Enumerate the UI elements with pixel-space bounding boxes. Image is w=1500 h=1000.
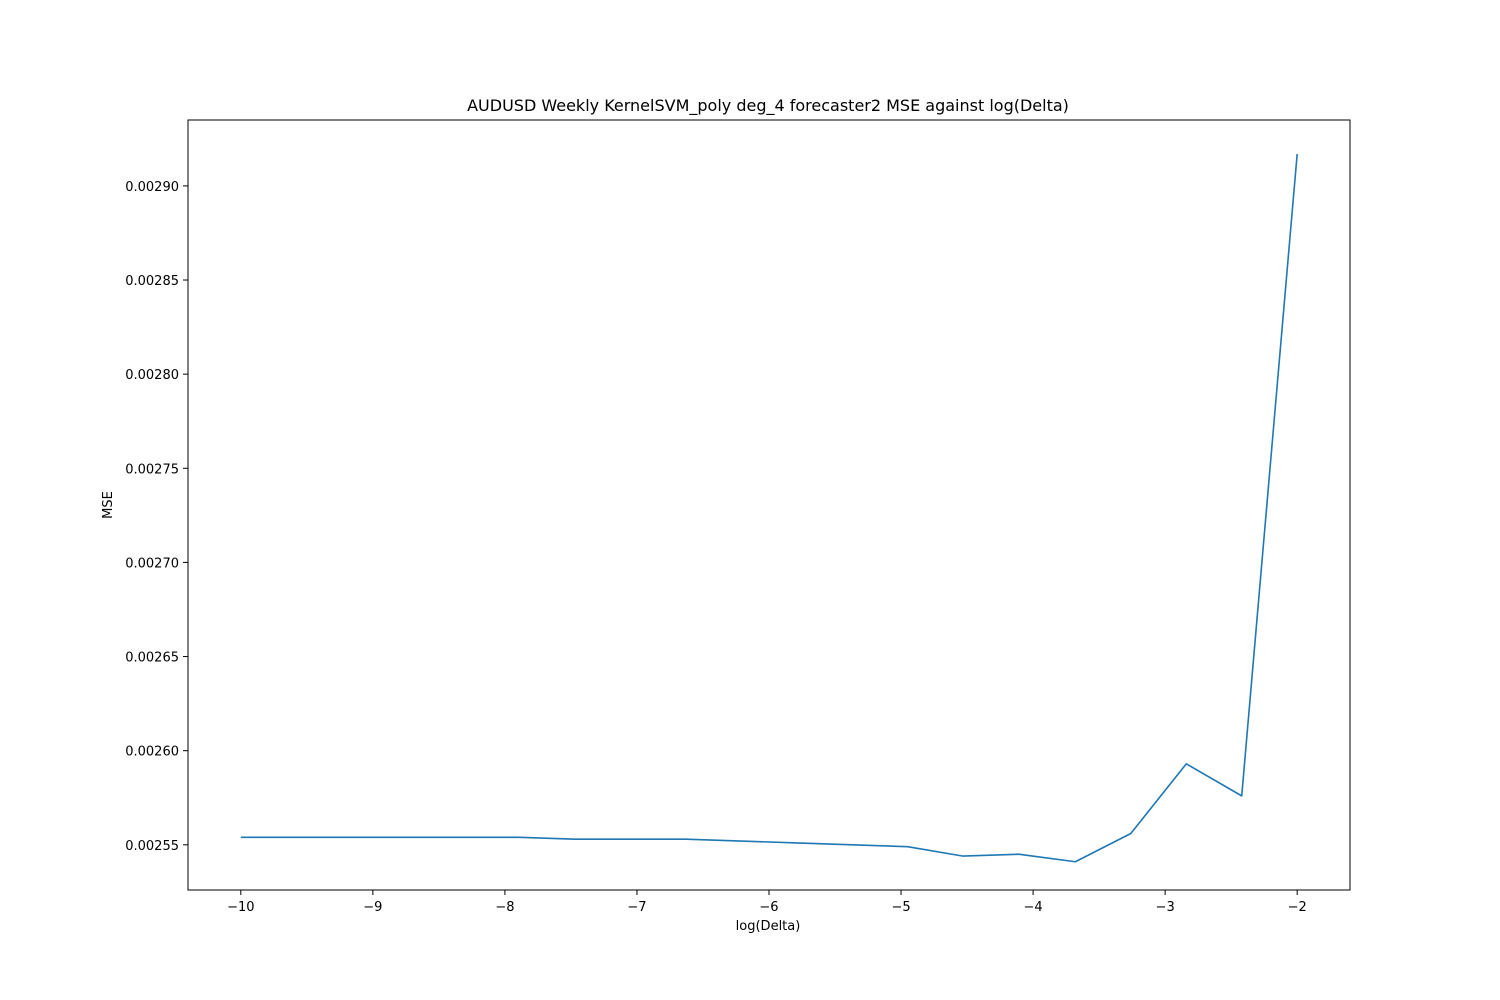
series-layer bbox=[240, 153, 1298, 863]
y-tick-label: 0.00265 bbox=[125, 651, 179, 666]
x-tick-label: −9 bbox=[363, 900, 382, 915]
y-tick-label: 0.00275 bbox=[125, 462, 179, 477]
y-tick-label: 0.00290 bbox=[125, 180, 179, 195]
x-axis: −10 −9 −8 −7 −6 −5 −4 −3 −2 bbox=[227, 890, 1307, 915]
x-tick-label: −7 bbox=[627, 900, 646, 915]
y-tick-label: 0.00270 bbox=[125, 556, 179, 571]
x-tick-label: −4 bbox=[1024, 900, 1043, 915]
y-tick-label: 0.00255 bbox=[125, 839, 179, 854]
x-tick-label: −10 bbox=[227, 900, 254, 915]
x-tick-label: −5 bbox=[891, 900, 910, 915]
plot-area bbox=[187, 119, 1351, 891]
series-line bbox=[240, 153, 1298, 863]
plot-frame bbox=[187, 119, 1351, 891]
x-axis-label: log(Delta) bbox=[736, 919, 801, 934]
x-tick-label: −8 bbox=[495, 900, 514, 915]
x-tick-label: −6 bbox=[759, 900, 778, 915]
y-tick-label: 0.00260 bbox=[125, 745, 179, 760]
x-tick-label: −3 bbox=[1156, 900, 1175, 915]
chart-title: AUDUSD Weekly KernelSVM_poly deg_4 forec… bbox=[467, 96, 1069, 116]
y-axis-label: MSE bbox=[101, 491, 116, 519]
y-tick-label: 0.00280 bbox=[125, 368, 179, 383]
y-axis: 0.00255 0.00260 0.00265 0.00270 0.00275 0.002… bbox=[125, 180, 188, 854]
x-tick-label: −2 bbox=[1288, 900, 1307, 915]
y-tick-label: 0.00285 bbox=[125, 274, 179, 289]
